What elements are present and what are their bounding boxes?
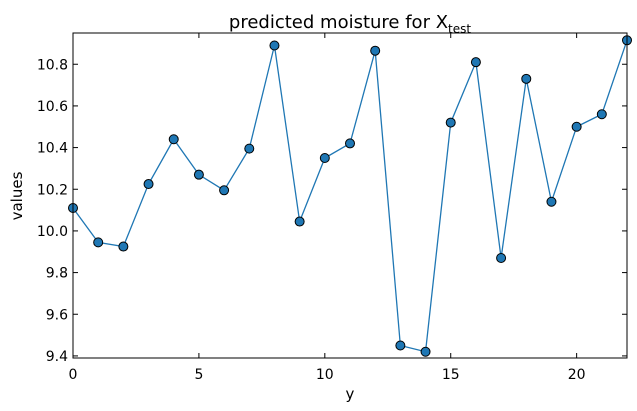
x-tick-label: 20 <box>568 367 586 383</box>
chart-title-subscript: test <box>448 22 471 36</box>
data-point <box>521 73 532 84</box>
data-point <box>370 45 381 56</box>
data-point <box>445 117 456 128</box>
data-point <box>269 40 280 51</box>
data-point <box>596 109 607 120</box>
x-tick-label: 15 <box>442 367 460 383</box>
data-point <box>294 216 305 227</box>
x-tick-label: 10 <box>316 367 334 383</box>
data-point <box>546 196 557 207</box>
y-tick-label: 9.8 <box>46 266 68 282</box>
x-tick-label: 5 <box>194 367 203 383</box>
data-point <box>168 134 179 145</box>
y-tick-label: 9.4 <box>46 349 68 365</box>
y-tick-label: 10.6 <box>37 99 68 115</box>
y-tick-label: 10.2 <box>37 182 68 198</box>
data-point <box>244 143 255 154</box>
x-axis-label: y <box>346 385 355 403</box>
data-point <box>420 346 431 357</box>
series-line <box>72 40 628 353</box>
data-point <box>571 121 582 132</box>
y-tick-label: 10.4 <box>37 141 68 157</box>
data-point <box>345 138 355 149</box>
y-tick-label: 9.6 <box>46 307 68 323</box>
y-tick-label: 10.8 <box>37 57 68 73</box>
y-axis-label: values <box>8 171 26 220</box>
data-point <box>143 179 154 190</box>
data-point <box>193 169 204 180</box>
data-point <box>93 237 104 248</box>
data-point <box>470 57 481 68</box>
plot-frame <box>72 32 628 359</box>
data-point <box>319 153 330 163</box>
data-point <box>118 241 129 252</box>
data-point <box>496 253 507 263</box>
data-point <box>395 340 406 351</box>
y-tick-label: 10.0 <box>37 224 68 240</box>
x-tick-label: 0 <box>69 367 78 383</box>
data-point <box>219 185 230 196</box>
chart-title: predicted moisture for Xtest <box>229 12 471 36</box>
